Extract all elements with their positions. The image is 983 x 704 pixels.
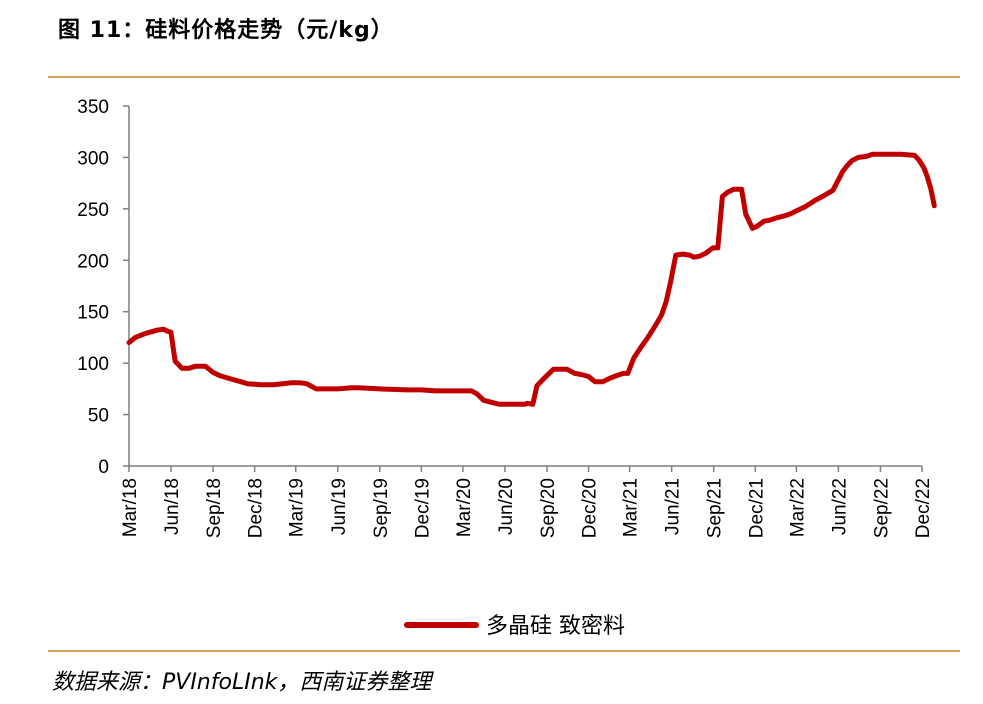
x-tick-label: Jun/22 [829,478,850,535]
x-tick-label: Sep/22 [871,478,892,538]
y-tick-label: 100 [77,354,109,375]
x-tick-label: Dec/21 [746,478,767,538]
chart-title: 图 11：硅料价格走势（元/kg） [58,18,394,43]
y-tick-label: 200 [77,251,109,272]
x-tick-label: Mar/22 [787,478,808,537]
y-tick-label: 0 [98,457,109,478]
x-tick-label: Jun/20 [496,478,517,535]
x-tick-label: Jun/18 [162,478,183,535]
y-tick-label: 50 [88,406,109,427]
x-tick-label: Jun/21 [663,478,684,535]
x-tick-label: Jun/19 [329,478,350,535]
x-tick-label: Dec/19 [412,478,433,538]
x-tick-label: Mar/19 [287,478,308,537]
x-tick-label: Dec/18 [246,478,267,538]
y-tick-label: 300 [77,148,109,169]
x-tick-label: Dec/22 [913,478,934,538]
x-tick-label: Sep/19 [371,478,392,538]
legend-label: 多晶硅 致密料 [486,614,625,639]
bottom-rule [48,650,960,652]
x-tick-label: Sep/18 [204,478,225,538]
y-tick-label: 150 [77,303,109,324]
source-note: 数据来源：PVInfoLInk，西南证券整理 [52,670,432,695]
top-rule [48,76,960,78]
y-tick-label: 250 [77,200,109,221]
x-tick-label: Mar/21 [621,478,642,537]
x-tick-label: Mar/20 [454,478,475,537]
y-tick-label: 350 [77,97,109,118]
x-tick-label: Dec/20 [580,478,601,538]
x-tick-label: Mar/18 [120,478,141,537]
x-tick-label: Sep/20 [538,478,559,538]
series-line [126,151,937,407]
x-tick-label: Sep/21 [705,478,726,538]
